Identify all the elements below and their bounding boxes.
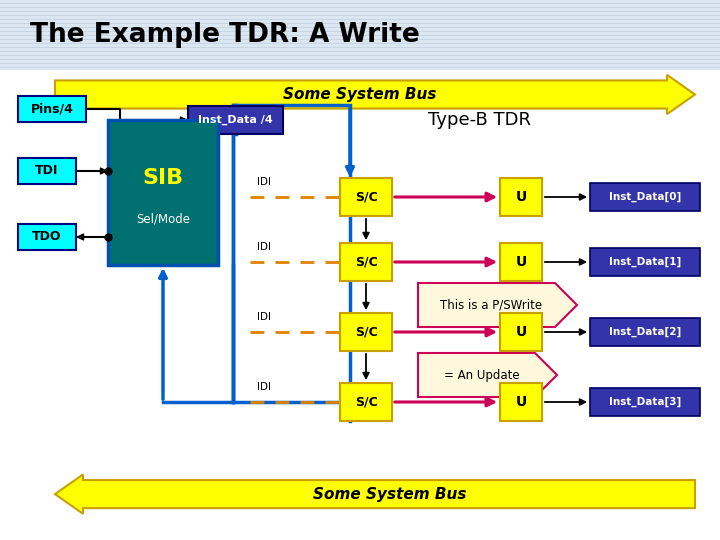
- Text: SIB: SIB: [143, 168, 184, 188]
- Text: U: U: [516, 255, 526, 269]
- Text: Inst_Data[2]: Inst_Data[2]: [609, 327, 681, 337]
- Text: TDO: TDO: [32, 231, 62, 244]
- Text: Pins/4: Pins/4: [30, 103, 73, 116]
- Text: Some System Bus: Some System Bus: [313, 487, 467, 502]
- Bar: [0, 0, 720, 70]
- Text: Inst_Data[0]: Inst_Data[0]: [609, 192, 681, 202]
- Text: U: U: [516, 325, 526, 339]
- Text: Some System Bus: Some System Bus: [283, 87, 437, 102]
- Text: S/C: S/C: [355, 255, 377, 268]
- Polygon shape: [55, 475, 695, 514]
- Text: Inst_Data /4: Inst_Data /4: [198, 115, 273, 125]
- Text: Inst_Data[3]: Inst_Data[3]: [609, 397, 681, 407]
- Bar: [500, 178, 542, 216]
- Text: U: U: [516, 395, 526, 409]
- Bar: [18, 224, 76, 250]
- Text: U: U: [516, 190, 526, 204]
- Bar: [500, 243, 542, 281]
- Text: Inst_Data[1]: Inst_Data[1]: [609, 257, 681, 267]
- Bar: [340, 383, 392, 421]
- Text: S/C: S/C: [355, 191, 377, 204]
- Polygon shape: [418, 353, 557, 397]
- Bar: [233, 105, 350, 402]
- Bar: [590, 248, 700, 276]
- Text: TDI: TDI: [35, 165, 59, 178]
- Text: S/C: S/C: [355, 395, 377, 408]
- Polygon shape: [55, 75, 695, 114]
- Bar: [18, 158, 76, 184]
- Bar: [500, 313, 542, 351]
- Text: IDI: IDI: [257, 177, 271, 187]
- Polygon shape: [418, 283, 577, 327]
- Bar: [340, 313, 392, 351]
- Text: Sel/Mode: Sel/Mode: [136, 212, 190, 225]
- Text: This is a P/SWrite: This is a P/SWrite: [441, 299, 543, 312]
- Bar: [590, 318, 700, 346]
- Text: = An Update: = An Update: [444, 368, 519, 381]
- Bar: [340, 178, 392, 216]
- Bar: [188, 106, 283, 134]
- Text: IDI: IDI: [257, 312, 271, 322]
- Text: IDI: IDI: [257, 382, 271, 392]
- Bar: [590, 388, 700, 416]
- Bar: [18, 96, 86, 122]
- Text: The Example TDR: A Write: The Example TDR: A Write: [30, 22, 420, 48]
- Text: S/C: S/C: [355, 326, 377, 339]
- Text: IDI: IDI: [257, 242, 271, 252]
- Bar: [340, 243, 392, 281]
- Bar: [108, 120, 218, 265]
- Bar: [500, 383, 542, 421]
- Text: Type-B TDR: Type-B TDR: [428, 111, 531, 129]
- Bar: [590, 183, 700, 211]
